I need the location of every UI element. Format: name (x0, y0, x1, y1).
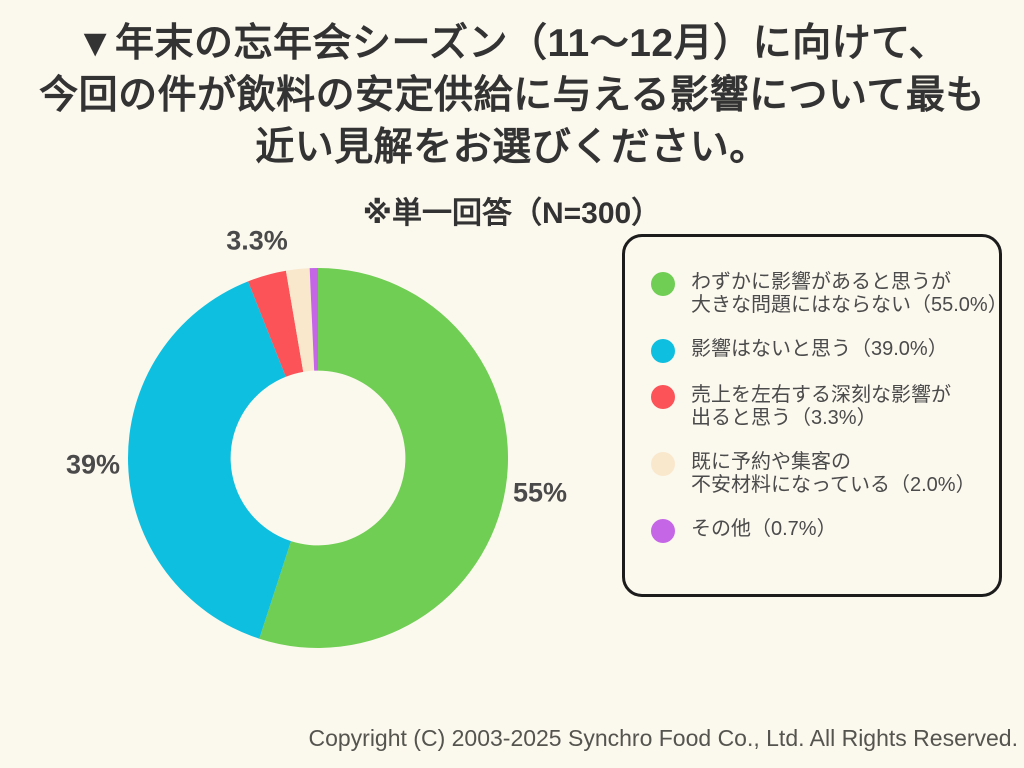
legend-item-label: わずかに影響があると思うが 大きな問題にはならない（55.0%） (691, 271, 1008, 316)
legend-item: 売上を左右する深刻な影響が 出ると思う（3.3%） (651, 384, 999, 430)
legend-item: 既に予約や集客の 不安材料になっている（2.0%） (651, 451, 999, 497)
copyright-text: Copyright (C) 2003-2025 Synchro Food Co.… (308, 725, 1018, 751)
pie-slice-4 (285, 268, 315, 372)
chart-title-line-1: ▼年末の忘年会シーズン（11〜12月）に向けて、 (75, 22, 949, 65)
chart-title-line-3: 近い見解をお選びください。 (255, 126, 769, 169)
legend-item: その他（0.7%） (651, 518, 999, 543)
legend-color-dot (651, 519, 675, 543)
legend-color-dot (651, 385, 675, 409)
legend-item-label: 売上を左右する深刻な影響が 出ると思う（3.3%） (691, 384, 951, 429)
chart-title-line-2: 今回の件が飲料の安定供給に与える影響について最も (39, 74, 985, 117)
slice-label: 55% (512, 477, 568, 508)
legend-item-label: 既に予約や集客の 不安材料になっている（2.0%） (691, 451, 976, 496)
legend-item-label: 影響はないと思う（39.0%） (691, 338, 948, 360)
slice-label: 39% (65, 449, 121, 480)
legend-item-label: その他（0.7%） (691, 518, 837, 540)
legend-color-dot (651, 339, 675, 363)
legend: わずかに影響があると思うが 大きな問題にはならない（55.0%） 影響はないと思… (622, 234, 1008, 597)
legend-color-dot (651, 272, 675, 296)
pie-slice-2 (128, 281, 291, 639)
chart-subtitle: ※単一回答（N=300） (362, 197, 662, 230)
pie-slice-3 (248, 270, 304, 377)
legend-item: 影響はないと思う（39.0%） (651, 338, 999, 363)
slice-label: 3.3% (226, 225, 288, 256)
legend-item: わずかに影響があると思うが 大きな問題にはならない（55.0%） (651, 271, 1008, 317)
chart-title: ▼年末の忘年会シーズン（11〜12月）に向けて、 今回の件が飲料の安定供給に与え… (0, 18, 1024, 174)
pie-slice-5 (309, 268, 318, 371)
pie-slice-1 (259, 268, 508, 648)
legend-color-dot (651, 452, 675, 476)
donut-chart-area: 55% 39% 3.3% (40, 226, 620, 670)
donut-chart (128, 268, 508, 648)
